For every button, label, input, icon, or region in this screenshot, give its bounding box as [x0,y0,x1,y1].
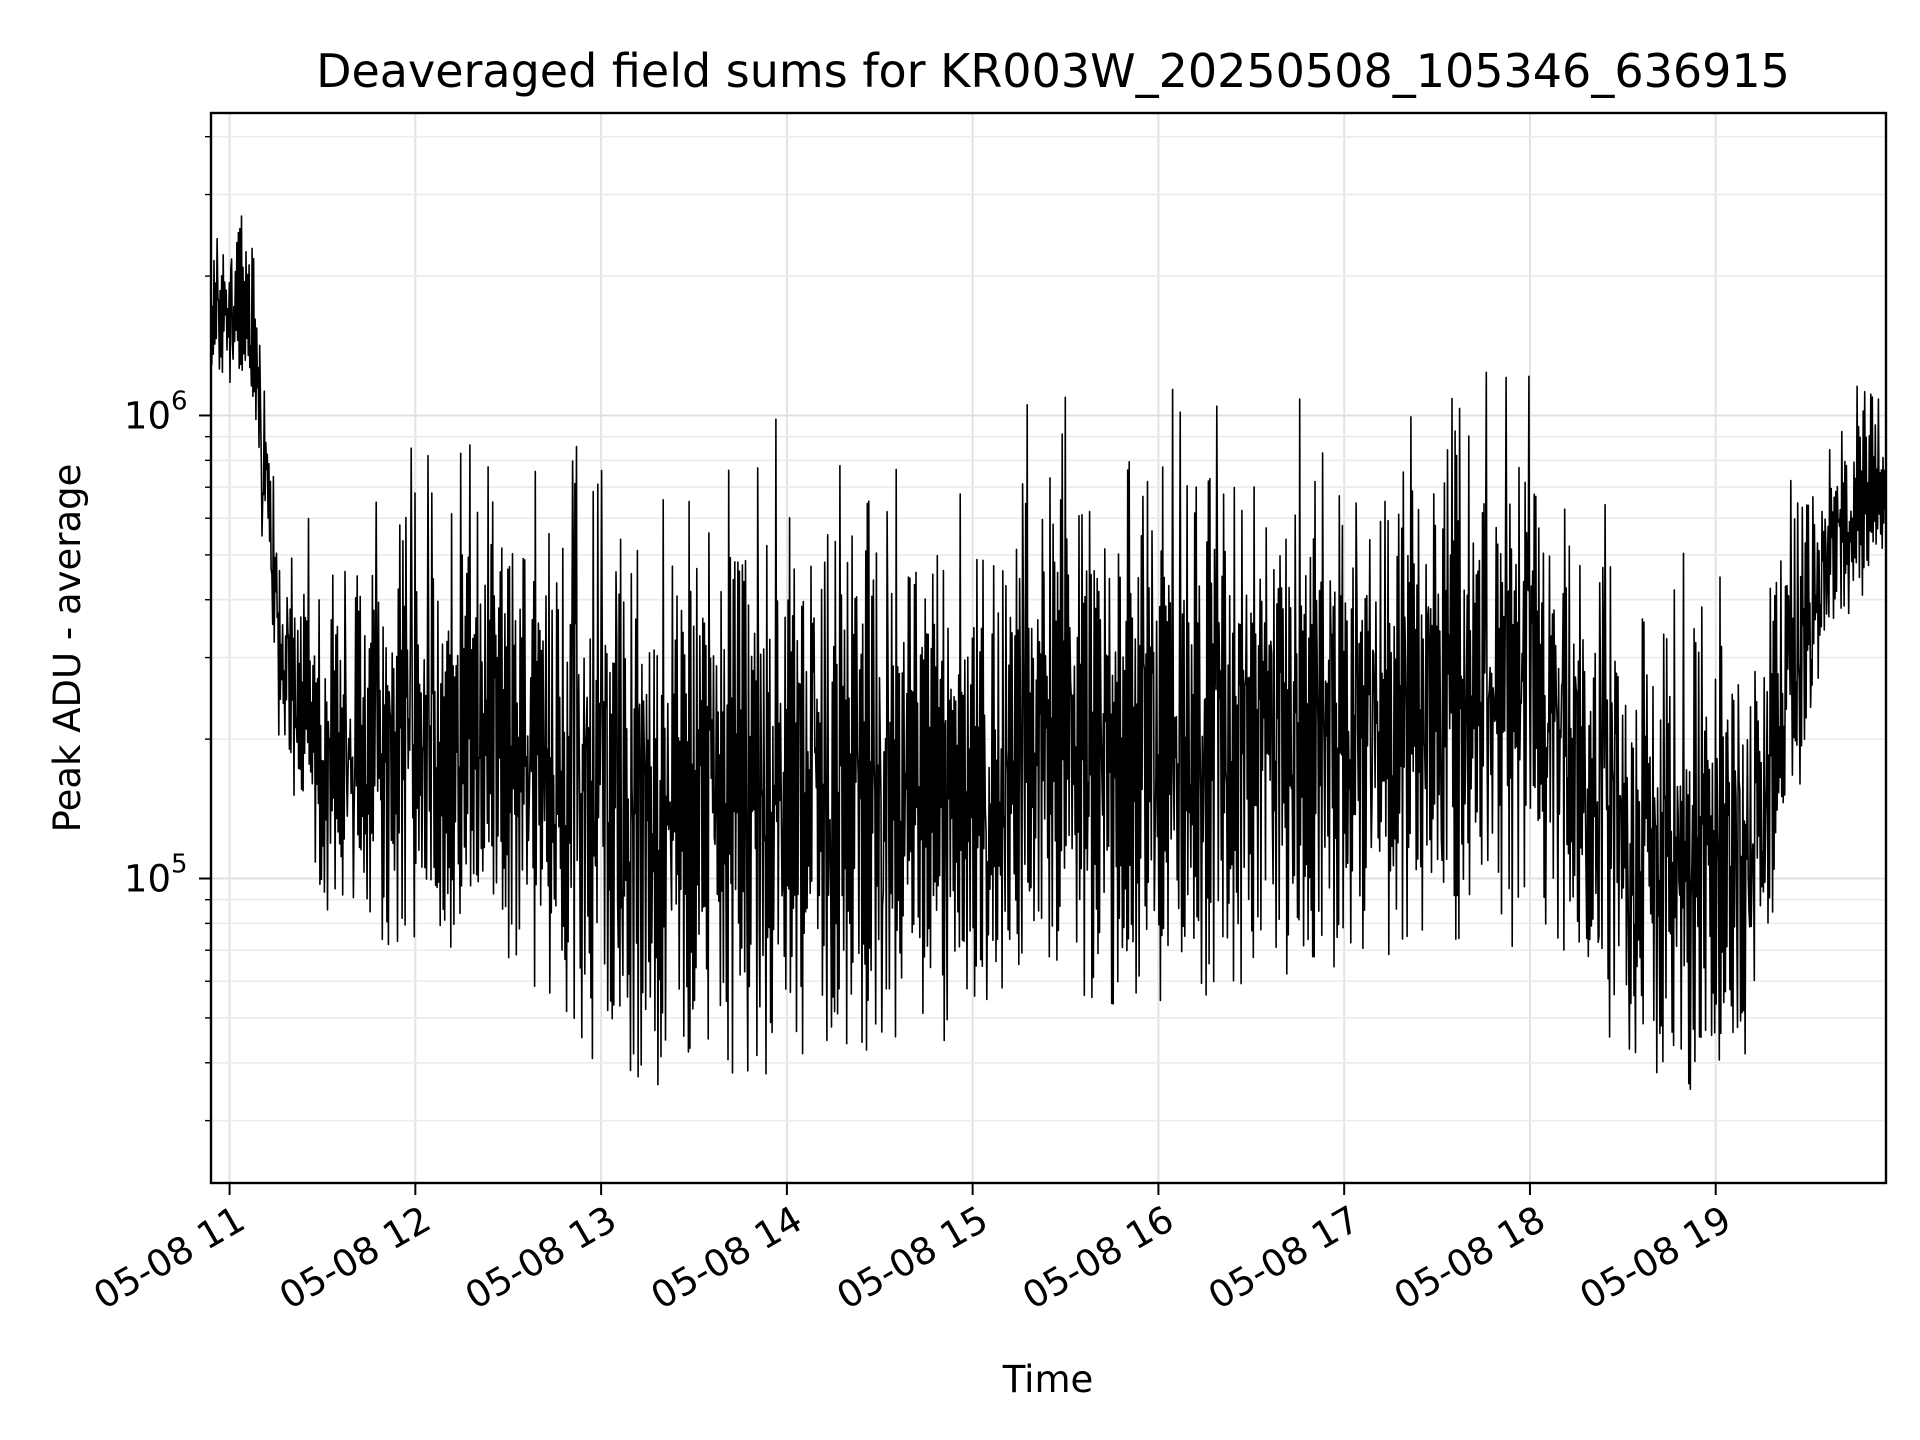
data-series-line [210,215,1887,1090]
y-axis-label: Peak ADU - average [46,464,89,833]
y-tick-exponent: 6 [171,386,188,416]
y-tick-label: 10 [124,394,171,437]
x-axis-label: Time [1002,1358,1094,1401]
chart-title: Deaveraged field sums for KR003W_2025050… [316,44,1790,98]
y-tick-exponent: 5 [171,850,188,880]
plot-frame [209,111,1888,1185]
y-tick-label: 10 [124,858,171,901]
series-group [210,215,1887,1090]
